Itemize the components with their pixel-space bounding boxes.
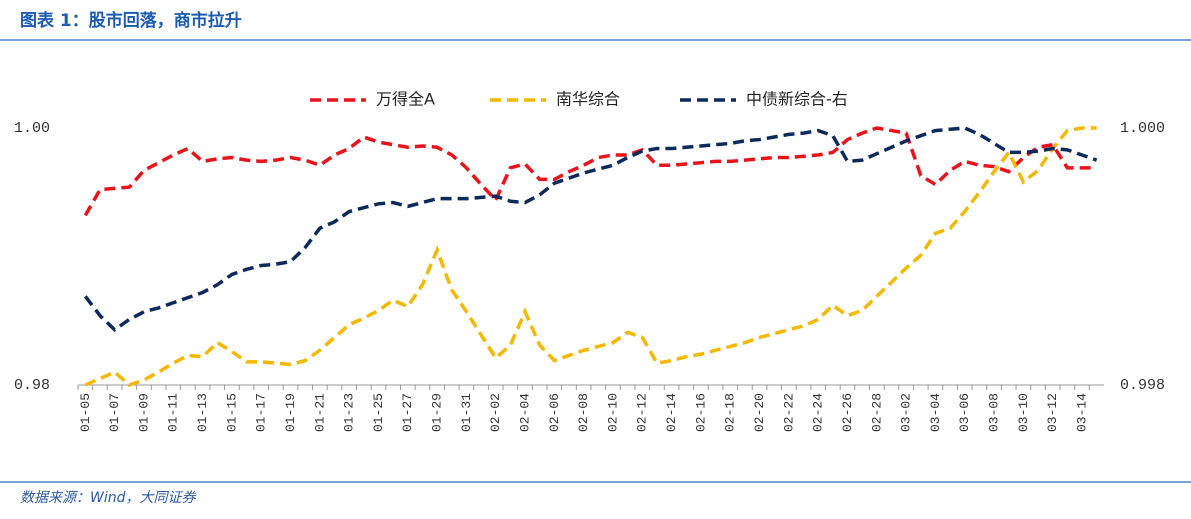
x-tick-label: 01-13 xyxy=(195,393,210,432)
x-tick-label: 02-10 xyxy=(605,393,620,432)
x-tick-label: 01-23 xyxy=(342,393,357,432)
x-tick-label: 02-18 xyxy=(723,393,738,432)
series-line xyxy=(83,126,1098,333)
x-tick-label: 02-20 xyxy=(752,393,767,432)
x-tick-label: 03-12 xyxy=(1045,393,1060,432)
legend-label: 万得全A xyxy=(376,90,435,109)
x-tick-label: 01-05 xyxy=(78,393,93,432)
x-tick-label: 01-09 xyxy=(136,393,151,432)
x-tick-label: 03-04 xyxy=(928,393,943,432)
chart-title: 图表 1：股市回落，商市拉升 xyxy=(20,10,242,31)
y2-tick-label: 1.000 xyxy=(1120,120,1165,137)
x-tick-label: 02-16 xyxy=(693,393,708,432)
y-tick-label: 1.00 xyxy=(14,120,50,137)
x-tick-label: 01-15 xyxy=(224,393,239,432)
y2-tick-label: 0.998 xyxy=(1120,377,1165,394)
x-tick-label: 01-27 xyxy=(400,393,415,432)
x-tick-label: 02-28 xyxy=(869,393,884,432)
x-tick-label: 03-14 xyxy=(1074,393,1089,432)
x-tick-label: 02-04 xyxy=(517,393,532,432)
x-tick-label: 03-08 xyxy=(987,393,1002,432)
x-tick-label: 02-24 xyxy=(811,393,826,432)
x-tick-label: 03-10 xyxy=(1016,393,1031,432)
x-tick-label: 02-12 xyxy=(635,393,650,432)
x-tick-label: 02-14 xyxy=(664,393,679,432)
legend-label: 中债新综合-右 xyxy=(746,90,848,109)
x-tick-label: 02-26 xyxy=(840,393,855,432)
x-tick-label: 01-11 xyxy=(166,393,181,432)
x-tick-label: 01-17 xyxy=(254,393,269,432)
x-tick-label: 01-31 xyxy=(459,393,474,432)
x-tick-label: 01-25 xyxy=(371,393,386,432)
x-tick-label: 01-19 xyxy=(283,393,298,432)
x-tick-label: 01-07 xyxy=(107,393,122,432)
x-tick-label: 02-02 xyxy=(488,393,503,432)
x-tick-label: 03-02 xyxy=(899,393,914,432)
legend-label: 南华综合 xyxy=(556,90,620,109)
x-tick-label: 01-29 xyxy=(430,393,445,432)
series-line xyxy=(84,126,1097,387)
y-tick-label: 0.98 xyxy=(14,377,50,394)
x-tick-label: 03-06 xyxy=(957,393,972,432)
x-tick-label: 02-08 xyxy=(576,393,591,432)
x-tick-label: 02-06 xyxy=(547,393,562,432)
x-tick-label: 01-21 xyxy=(312,393,327,432)
series-line xyxy=(83,126,1097,217)
source-note: 数据来源：Wind，大同证券 xyxy=(20,490,196,506)
x-tick-label: 02-22 xyxy=(781,393,796,432)
